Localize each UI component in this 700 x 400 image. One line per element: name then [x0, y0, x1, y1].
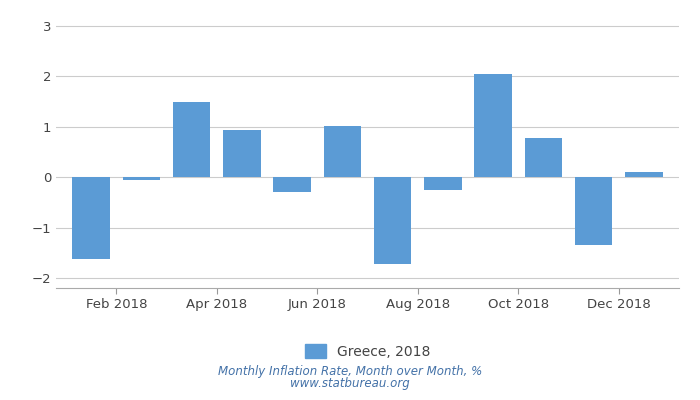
Bar: [424, 177, 462, 190]
Legend: Greece, 2018: Greece, 2018: [300, 338, 435, 364]
Bar: [575, 177, 612, 245]
Bar: [273, 177, 311, 192]
Bar: [374, 177, 412, 264]
Bar: [223, 130, 260, 177]
Bar: [524, 138, 562, 177]
Bar: [475, 74, 512, 177]
Bar: [72, 177, 110, 259]
Bar: [173, 102, 211, 177]
Text: Monthly Inflation Rate, Month over Month, %: Monthly Inflation Rate, Month over Month…: [218, 366, 482, 378]
Bar: [625, 172, 663, 177]
Bar: [323, 126, 361, 177]
Text: www.statbureau.org: www.statbureau.org: [290, 378, 410, 390]
Bar: [122, 177, 160, 180]
